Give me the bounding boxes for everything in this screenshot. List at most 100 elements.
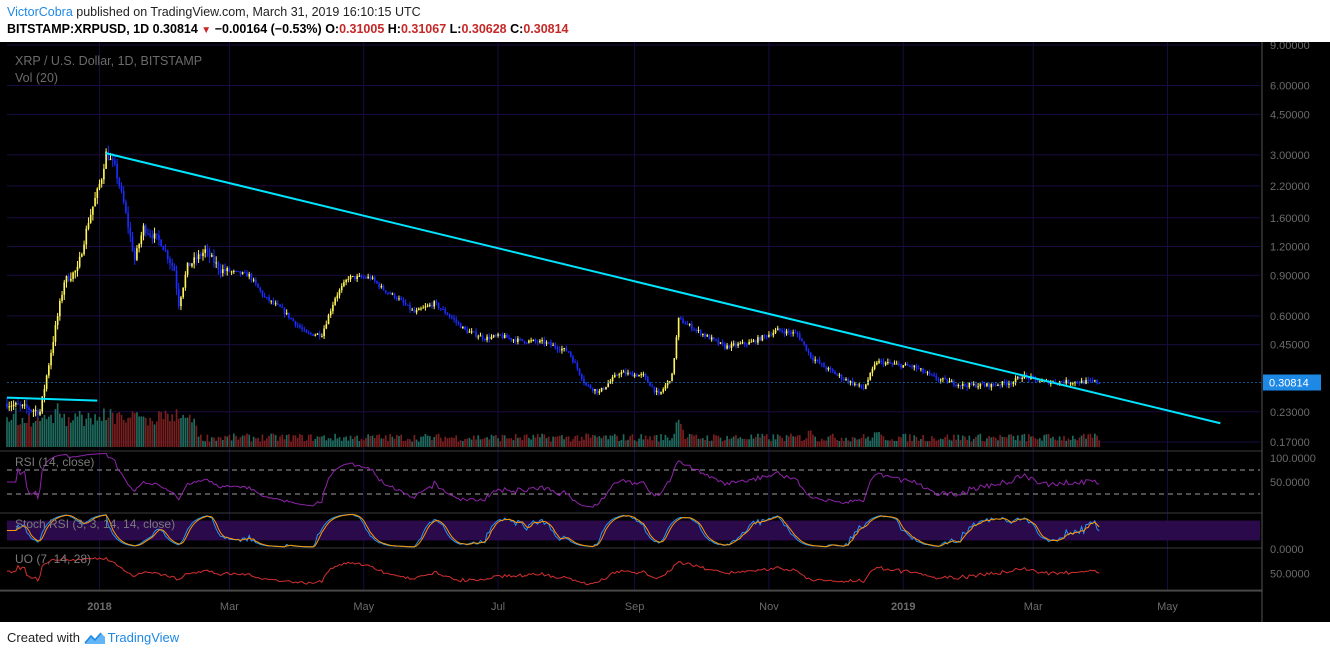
candle bbox=[92, 206, 94, 215]
candle bbox=[76, 266, 79, 271]
volume-bar bbox=[992, 436, 995, 447]
volume-bar bbox=[1080, 435, 1083, 447]
candle bbox=[906, 364, 909, 366]
candle bbox=[250, 273, 253, 281]
candle bbox=[587, 384, 590, 386]
candle bbox=[81, 254, 83, 257]
volume-bar bbox=[913, 435, 916, 447]
volume-bar bbox=[893, 440, 896, 447]
candle bbox=[519, 338, 521, 340]
candle bbox=[281, 306, 284, 309]
volume-bar bbox=[479, 439, 482, 447]
published-text: published on TradingView.com, March 31, … bbox=[72, 5, 421, 19]
chart-canvas[interactable]: RSI (14, close) Stoch RSI (3, 3, 14, 14, … bbox=[0, 42, 1330, 622]
volume-bar bbox=[889, 440, 891, 447]
time-tick-label: Nov bbox=[759, 601, 779, 613]
volume-bar bbox=[655, 435, 658, 447]
candle bbox=[65, 276, 68, 283]
volume-bar bbox=[1019, 440, 1021, 447]
volume-bar bbox=[585, 433, 587, 447]
volume-bar bbox=[261, 434, 264, 447]
volume-bar bbox=[880, 434, 883, 447]
volume-bar bbox=[138, 416, 140, 447]
candle bbox=[532, 339, 535, 341]
candle bbox=[966, 385, 968, 388]
volume-bar bbox=[950, 440, 953, 447]
candle bbox=[180, 297, 182, 307]
volume-bar bbox=[195, 425, 198, 447]
candle bbox=[283, 308, 286, 315]
candle bbox=[360, 275, 363, 278]
volume-bar bbox=[955, 439, 957, 447]
publish-line: VictorCobra published on TradingView.com… bbox=[7, 5, 421, 19]
volume-bar bbox=[869, 440, 872, 447]
volume-bar bbox=[812, 434, 814, 447]
volume-bar bbox=[532, 434, 535, 447]
volume-bar bbox=[1010, 434, 1012, 447]
candle bbox=[517, 338, 519, 342]
candle bbox=[569, 351, 572, 357]
volume-bar bbox=[305, 440, 308, 447]
candle bbox=[743, 342, 746, 345]
volume-bar bbox=[699, 438, 702, 447]
volume-bar bbox=[362, 440, 365, 447]
candle bbox=[369, 276, 372, 279]
volume-bar bbox=[1085, 438, 1087, 447]
candle bbox=[248, 273, 251, 277]
candle bbox=[420, 308, 422, 310]
volume-bar bbox=[402, 441, 405, 447]
volume-bar bbox=[798, 435, 801, 447]
volume-bar bbox=[831, 433, 834, 447]
volume-bar bbox=[851, 436, 854, 447]
volume-bar bbox=[840, 437, 843, 447]
volume-bar bbox=[653, 435, 656, 447]
candle bbox=[574, 362, 576, 364]
author-link[interactable]: VictorCobra bbox=[7, 5, 73, 19]
candle bbox=[367, 276, 369, 279]
candle bbox=[358, 275, 361, 277]
volume-bar bbox=[818, 441, 821, 447]
volume-bar bbox=[633, 440, 636, 447]
candle bbox=[876, 362, 878, 365]
candle bbox=[776, 328, 779, 331]
candle bbox=[373, 277, 376, 282]
volume-bar bbox=[574, 436, 576, 447]
candle bbox=[699, 329, 702, 335]
volume-bar bbox=[446, 438, 449, 447]
candle bbox=[210, 255, 213, 257]
candle bbox=[779, 328, 781, 331]
stoch-d-line bbox=[7, 513, 1100, 548]
candle bbox=[757, 337, 759, 343]
volume-bar bbox=[904, 433, 907, 447]
volume-bar bbox=[182, 414, 184, 447]
candle bbox=[942, 378, 944, 380]
volume-bar bbox=[763, 435, 766, 447]
volume-bar bbox=[25, 422, 28, 447]
candle bbox=[657, 390, 660, 394]
volume-bar bbox=[911, 440, 913, 447]
volume-bar bbox=[279, 436, 281, 447]
candle bbox=[149, 233, 151, 236]
volume-bar bbox=[406, 439, 409, 447]
tradingview-brand[interactable]: TradingView bbox=[107, 630, 180, 645]
volume-bar bbox=[208, 441, 211, 447]
candle bbox=[1091, 380, 1094, 382]
volume-bar bbox=[807, 430, 810, 447]
volume-bar bbox=[609, 435, 612, 447]
candle bbox=[759, 337, 761, 341]
candle bbox=[125, 202, 127, 213]
volume-bar bbox=[316, 436, 319, 447]
low-label: L: bbox=[449, 22, 462, 36]
volume-bar bbox=[1036, 439, 1039, 447]
volume-bar bbox=[944, 437, 946, 447]
volume-bar bbox=[413, 434, 416, 447]
candle bbox=[292, 318, 295, 322]
volume-bar bbox=[972, 438, 975, 447]
volume-bar bbox=[521, 440, 524, 447]
volume-bar bbox=[999, 434, 1001, 447]
volume-bar bbox=[737, 438, 739, 447]
candle bbox=[114, 160, 116, 164]
volume-bar bbox=[424, 434, 427, 447]
volume-bar bbox=[288, 434, 290, 447]
candle bbox=[484, 339, 486, 341]
